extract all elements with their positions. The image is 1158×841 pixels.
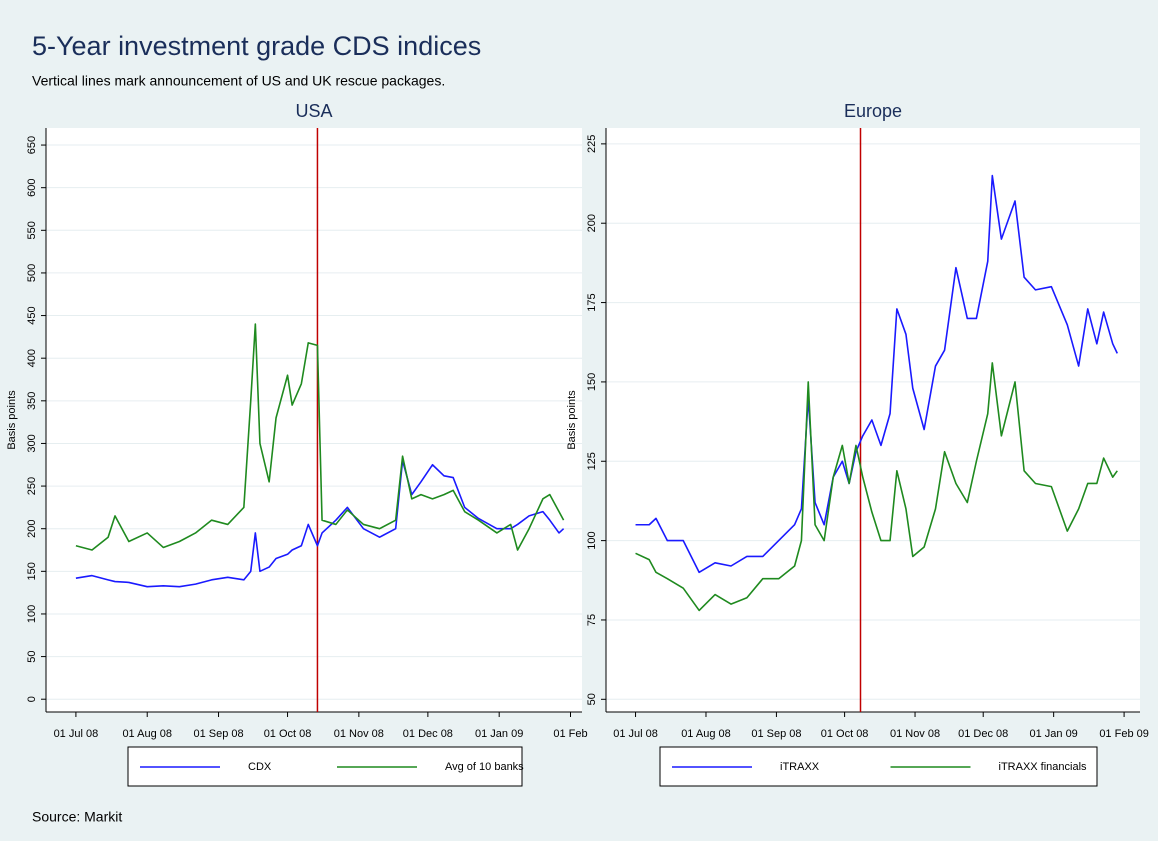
- y-tick-label: 550: [26, 221, 38, 239]
- x-tick-label: 01 Sep 08: [751, 728, 801, 740]
- y-tick-label: 0: [26, 696, 38, 702]
- x-tick-label: 01 Feb: [553, 728, 587, 740]
- x-tick-label: 01 Sep 08: [193, 728, 243, 740]
- chart-title: 5-Year investment grade CDS indices: [32, 31, 481, 61]
- y-tick-label: 350: [26, 392, 38, 410]
- y-tick-label: 400: [26, 349, 38, 367]
- x-tick-label: 01 Jan 09: [1029, 728, 1077, 740]
- x-tick-label: 01 Jul 08: [613, 728, 658, 740]
- x-tick-label: 01 Aug 08: [122, 728, 172, 740]
- y-tick-label: 100: [586, 531, 598, 549]
- series-line: [635, 362, 1118, 612]
- y-tick-label: 75: [586, 614, 598, 626]
- x-tick-label: 01 Jan 09: [475, 728, 523, 740]
- y-tick-label: 200: [26, 520, 38, 538]
- y-tick-label: 200: [586, 214, 598, 232]
- legend-label: iTRAXX: [780, 761, 820, 773]
- x-tick-label: 01 Nov 08: [890, 728, 940, 740]
- plot-area: [606, 128, 1140, 712]
- y-tick-label: 50: [26, 650, 38, 662]
- panel-title: Europe: [844, 101, 902, 121]
- legend-label: Avg of 10 banks: [445, 761, 524, 773]
- panel-title: USA: [295, 101, 332, 121]
- legend-label: iTRAXX financials: [999, 761, 1088, 773]
- y-axis-title: Basis points: [566, 390, 578, 450]
- y-tick-label: 450: [26, 306, 38, 324]
- series-line: [635, 174, 1119, 574]
- y-tick-label: 225: [586, 135, 598, 153]
- y-tick-label: 100: [26, 605, 38, 623]
- legend-label: CDX: [248, 761, 272, 773]
- x-tick-label: 01 Oct 08: [264, 728, 312, 740]
- y-tick-label: 125: [586, 452, 598, 470]
- y-tick-label: 600: [26, 178, 38, 196]
- x-tick-label: 01 Feb 09: [1099, 728, 1149, 740]
- x-tick-label: 01 Dec 08: [958, 728, 1008, 740]
- plot-area: [46, 128, 582, 712]
- x-tick-label: 01 Dec 08: [403, 728, 453, 740]
- series-line: [75, 459, 565, 588]
- source: Source: Markit: [32, 809, 122, 825]
- y-tick-label: 250: [26, 477, 38, 495]
- y-tick-label: 50: [586, 693, 598, 705]
- y-tick-label: 175: [586, 293, 598, 311]
- y-tick-label: 650: [26, 136, 38, 154]
- y-tick-label: 300: [26, 434, 38, 452]
- x-tick-label: 01 Aug 08: [681, 728, 731, 740]
- y-tick-label: 150: [26, 562, 38, 580]
- y-axis-title: Basis points: [6, 390, 18, 450]
- series-line: [75, 323, 565, 551]
- x-tick-label: 01 Jul 08: [54, 728, 99, 740]
- x-tick-label: 01 Oct 08: [821, 728, 869, 740]
- subtitle: Vertical lines mark announcement of US a…: [32, 73, 445, 89]
- y-tick-label: 150: [586, 373, 598, 391]
- x-tick-label: 01 Nov 08: [334, 728, 384, 740]
- y-tick-label: 500: [26, 264, 38, 282]
